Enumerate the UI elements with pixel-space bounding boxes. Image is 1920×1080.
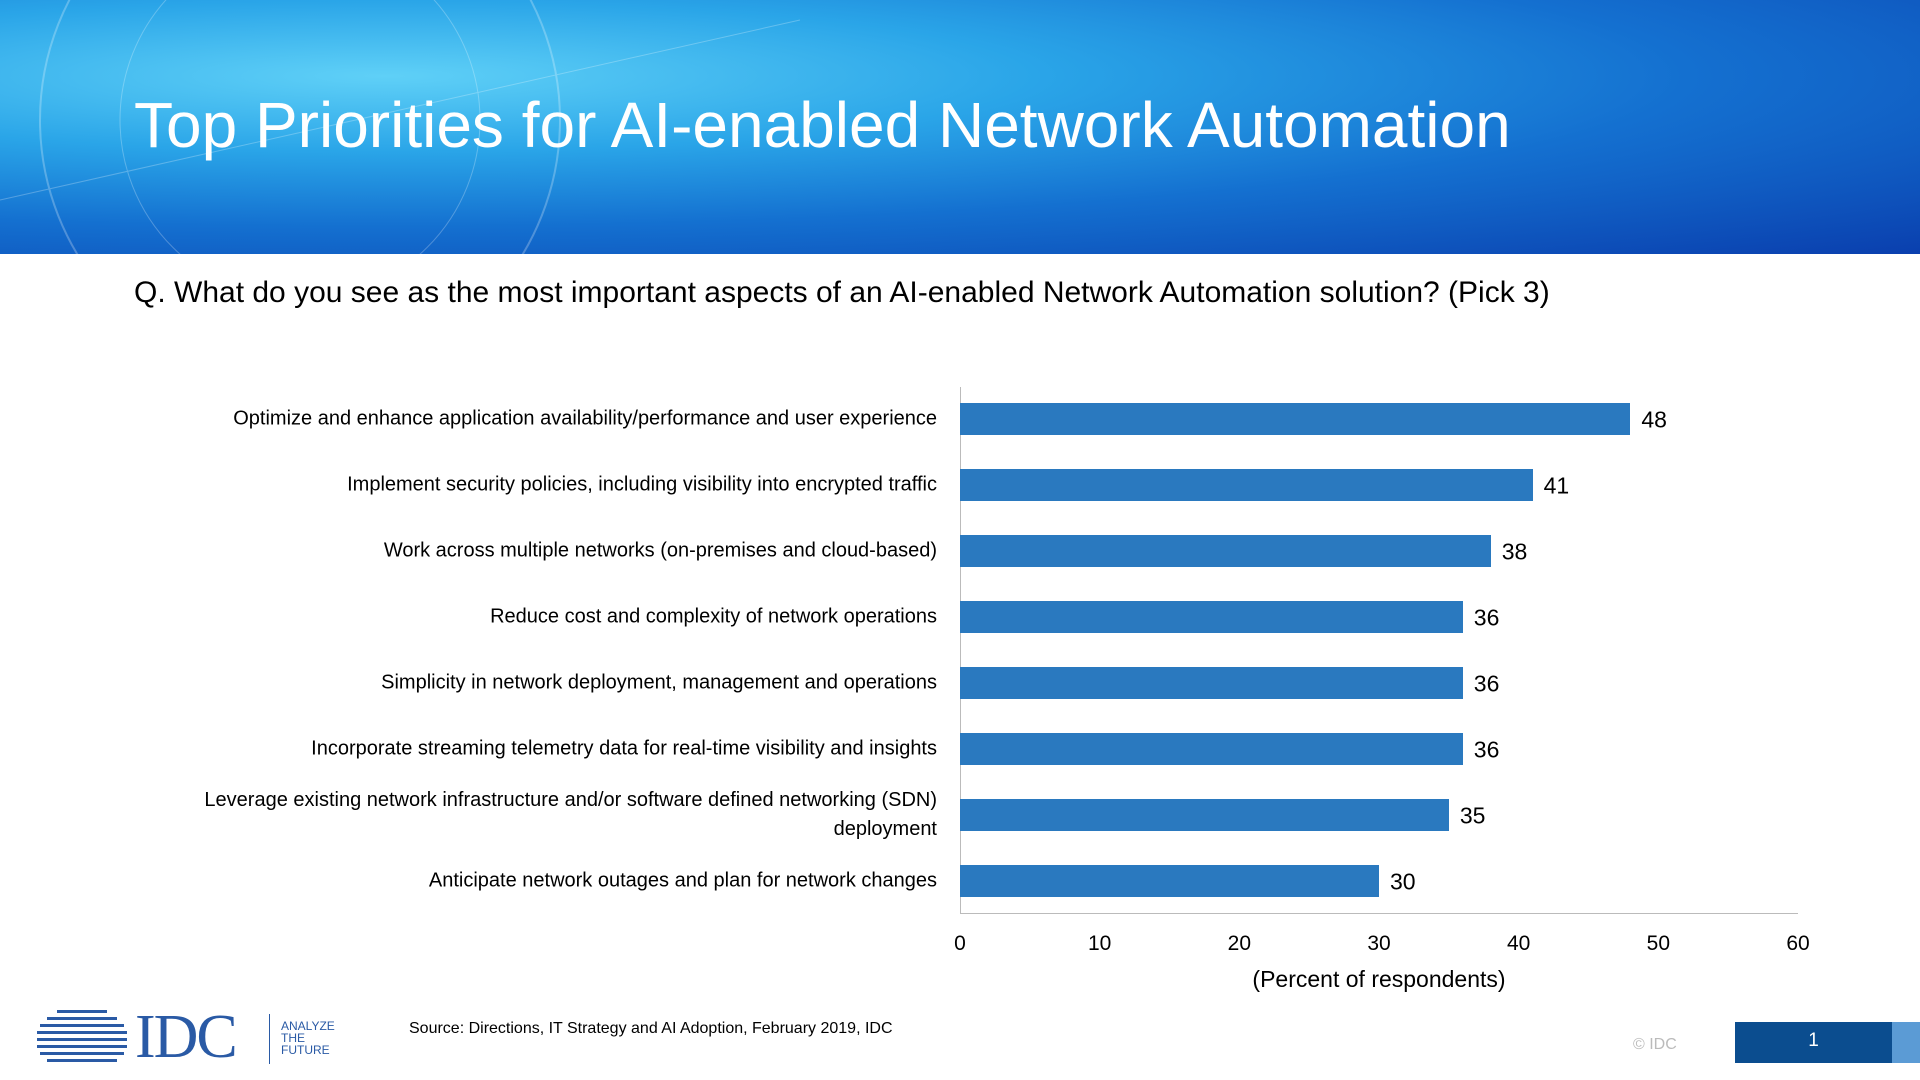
x-axis-label: (Percent of respondents) [1252, 966, 1506, 992]
source-note: Source: Directions, IT Strategy and AI A… [409, 1020, 893, 1037]
subtitle: Q. What do you see as the most important… [134, 276, 1550, 309]
bar [960, 733, 1463, 765]
page-number: 1 [1735, 1022, 1892, 1063]
y-tick-label: Work across multiple networks (on-premis… [383, 539, 937, 562]
bar [960, 601, 1463, 633]
y-tick-label: Reduce cost and complexity of network op… [490, 605, 937, 628]
x-tick-label: 20 [1227, 932, 1252, 955]
bar [960, 799, 1449, 831]
y-axis-line [960, 387, 961, 913]
x-tick-label: 0 [954, 932, 966, 955]
bar [960, 667, 1463, 699]
x-tick-label: 40 [1506, 932, 1531, 955]
value-label: 38 [1501, 538, 1528, 565]
value-label: 36 [1473, 736, 1500, 763]
page-strip [1892, 1022, 1920, 1063]
y-tick-label: Leverage existing network infrastructure… [204, 789, 937, 840]
bar [960, 535, 1491, 567]
x-tick-label: 10 [1087, 932, 1112, 955]
y-tick-label: Anticipate network outages and plan for … [428, 869, 937, 892]
y-tick-label: Incorporate streaming telemetry data for… [311, 737, 937, 760]
logo-divider [269, 1014, 270, 1064]
bar [960, 865, 1379, 897]
value-label: 36 [1473, 604, 1500, 631]
y-tick-label: Simplicity in network deployment, manage… [381, 671, 937, 694]
x-tick-label: 50 [1646, 932, 1671, 955]
bar [960, 469, 1533, 501]
header-decor [0, 0, 801, 254]
value-label: 30 [1390, 868, 1416, 895]
logo-text: IDC [135, 1003, 238, 1071]
y-tick-label: Implement security policies, including v… [347, 473, 937, 496]
logo-tagline: ANALYZE THE FUTURE [281, 1019, 335, 1057]
x-tick-label: 60 [1786, 932, 1810, 955]
x-axis-line [960, 913, 1798, 914]
logo-globe [37, 1010, 127, 1062]
value-label: 48 [1641, 406, 1667, 433]
header-band [0, 0, 1920, 254]
copyright: © IDC [1633, 1036, 1677, 1053]
value-label: 41 [1543, 472, 1570, 499]
bar [960, 403, 1631, 435]
x-tick-label: 30 [1367, 932, 1391, 955]
title: Top Priorities for AI-enabled Network Au… [134, 89, 1511, 161]
value-label: 36 [1473, 670, 1500, 697]
value-label: 35 [1459, 802, 1486, 829]
y-tick-label: Optimize and enhance application availab… [233, 407, 937, 430]
